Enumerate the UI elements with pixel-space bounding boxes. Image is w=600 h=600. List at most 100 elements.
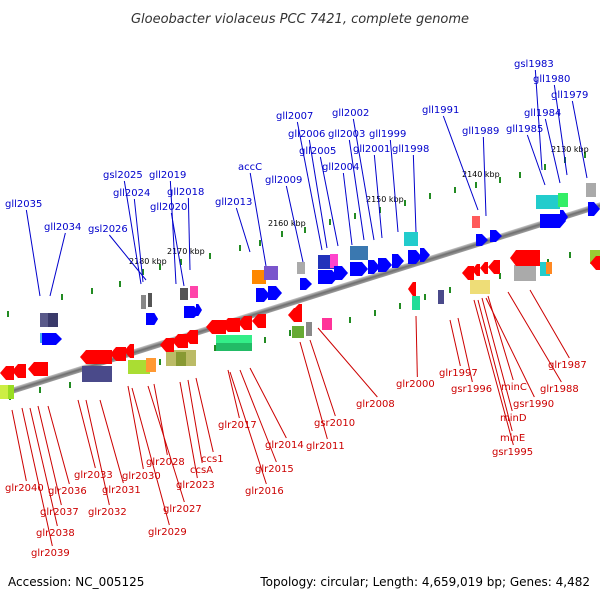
tick-mark xyxy=(159,359,161,365)
tick-mark xyxy=(544,164,546,170)
label-leader-line xyxy=(77,399,96,469)
feature-box xyxy=(322,318,332,330)
tick-mark xyxy=(209,253,211,259)
tick-mark xyxy=(304,227,306,233)
gene-label: glr2016 xyxy=(245,486,284,497)
gene-label: minC xyxy=(501,382,527,393)
feature-box xyxy=(146,358,156,372)
label-leader-line xyxy=(457,317,473,383)
gene-label: gll2005 xyxy=(299,146,336,157)
gene-label: gll2013 xyxy=(215,197,252,208)
tick-mark xyxy=(499,177,501,183)
label-leader-line xyxy=(481,297,513,412)
reverse-gene-arrow xyxy=(488,260,500,274)
reverse-gene-arrow xyxy=(590,256,600,270)
tick-mark xyxy=(429,193,431,199)
label-leader-line xyxy=(123,180,142,285)
reverse-gene-arrow xyxy=(12,364,26,378)
label-leader-line xyxy=(544,118,561,184)
gene-label: gll2019 xyxy=(149,170,186,181)
gene-label: glr2030 xyxy=(122,471,161,482)
gene-label: accC xyxy=(238,162,262,173)
tick-label: 2130 kbp xyxy=(551,145,589,154)
forward-gene-arrow xyxy=(408,250,422,264)
label-leader-line xyxy=(179,381,198,479)
label-leader-line xyxy=(389,139,399,233)
tick-mark xyxy=(281,231,283,237)
label-leader-line xyxy=(526,134,546,186)
gene-label: gll2003 xyxy=(328,129,365,140)
tick-mark xyxy=(289,330,291,336)
label-leader-line xyxy=(239,369,277,463)
reverse-gene-arrow xyxy=(206,320,226,334)
tick-mark xyxy=(354,213,356,219)
feature-box xyxy=(330,254,338,268)
topology-text: Topology: circular; Length: 4,659,019 bp… xyxy=(259,575,590,589)
genome-backbone xyxy=(0,194,600,406)
feature-box xyxy=(558,193,568,207)
label-leader-line xyxy=(317,327,378,398)
gene-label: gll2001 xyxy=(353,144,390,155)
label-leader-line xyxy=(534,69,543,171)
label-leader-line xyxy=(11,409,27,482)
label-leader-line xyxy=(477,299,513,432)
gene-label: glr2014 xyxy=(265,440,304,451)
gene-label: gll2006 xyxy=(288,129,325,140)
tick-mark xyxy=(569,252,571,258)
label-leader-line xyxy=(348,139,365,241)
label-leader-line xyxy=(21,407,53,547)
map-title: Gloeobacter violaceus PCC 7421, complete… xyxy=(131,12,469,27)
label-leader-line xyxy=(285,185,304,263)
feature-box xyxy=(297,262,305,274)
gene-label: glr2037 xyxy=(40,507,79,518)
feature-box xyxy=(141,295,146,309)
reverse-gene-arrow xyxy=(238,316,252,330)
label-leader-line xyxy=(153,383,168,456)
gene-label: glr1987 xyxy=(548,360,587,371)
forward-gene-arrow xyxy=(350,262,368,276)
gene-label: gll2020 xyxy=(150,202,187,213)
tick-mark xyxy=(264,337,266,343)
tick-label: 2140 kbp xyxy=(462,170,500,179)
gene-label: gll2024 xyxy=(113,188,150,199)
forward-gene-arrow xyxy=(476,234,488,246)
tick-mark xyxy=(329,219,331,225)
forward-gene-arrow xyxy=(152,313,158,325)
feature-box xyxy=(472,216,480,228)
gene-arrow-layer xyxy=(0,202,600,380)
forward-gene-arrow xyxy=(392,254,404,268)
gene-label: gsr1996 xyxy=(451,384,492,395)
reverse-gene-arrow xyxy=(184,330,198,344)
reverse-gene-arrow xyxy=(462,266,474,280)
label-leader-line xyxy=(415,315,418,378)
label-leader-line xyxy=(47,405,70,485)
label-leader-line xyxy=(37,405,62,506)
tick-mark xyxy=(475,182,477,188)
gene-label: glr2015 xyxy=(255,464,294,475)
feature-box xyxy=(48,313,58,327)
gene-label: gsr1995 xyxy=(492,447,533,458)
reverse-gene-arrow xyxy=(160,338,174,352)
tick-mark xyxy=(159,264,161,270)
tick-mark xyxy=(404,200,406,206)
forward-gene-arrow xyxy=(196,304,202,316)
gene-label: glr2031 xyxy=(102,485,141,496)
label-leader-line xyxy=(108,234,147,281)
gene-label: gll2007 xyxy=(276,111,313,122)
reverse-gene-arrow xyxy=(28,362,48,376)
label-leader-line xyxy=(131,387,170,526)
gene-label: gll2035 xyxy=(5,199,42,210)
feature-box xyxy=(292,326,304,338)
feature-box xyxy=(148,293,152,307)
feature-box xyxy=(412,296,420,310)
label-leader-line xyxy=(229,371,267,485)
gene-label: glr2038 xyxy=(36,528,75,539)
gene-label: glr2029 xyxy=(148,527,187,538)
tick-mark xyxy=(379,207,381,213)
tick-mark xyxy=(7,311,9,317)
feature-box-layer xyxy=(0,183,600,399)
label-leader-line xyxy=(127,385,144,470)
feature-box xyxy=(176,352,186,366)
gene-label: glr2033 xyxy=(74,470,113,481)
